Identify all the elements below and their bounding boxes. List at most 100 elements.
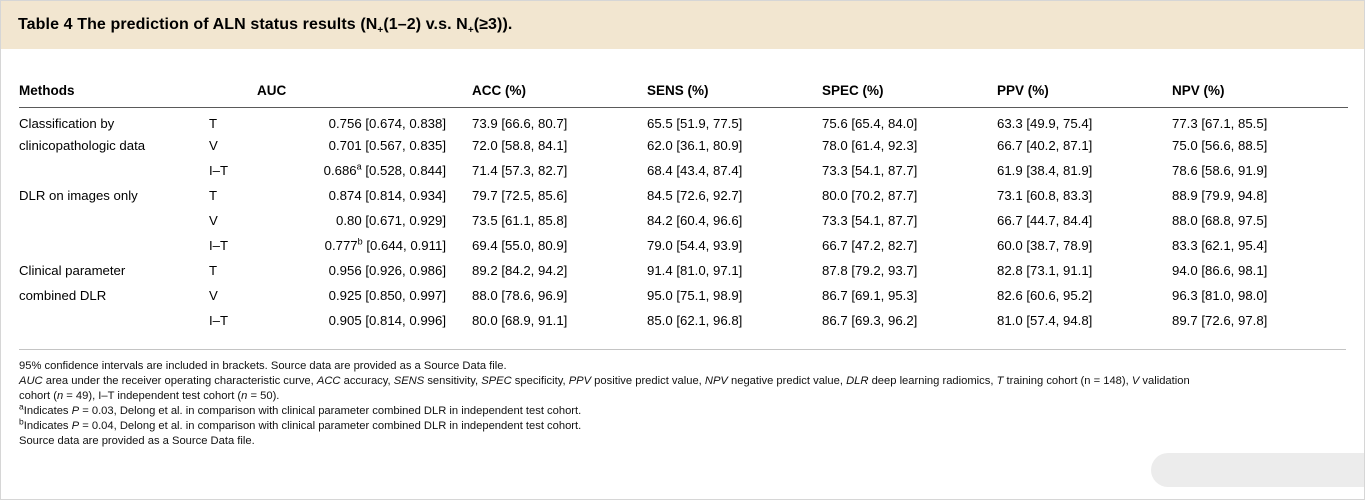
table-cell: 89.2 [84.2, 94.2] [472,262,568,278]
table-cell: 72.0 [58.8, 84.1] [472,137,568,153]
table-row: I–T 0.686a [0.528, 0.844] 71.4 [57.3, 82.7… [19,158,1348,183]
table-cell: T [209,187,218,203]
table-cell: 0.925 [0.850, 0.997] [328,287,446,303]
table-cell: 0.874 [0.814, 0.934] [328,187,446,203]
table-cell: 73.9 [66.6, 80.7] [472,116,568,132]
table-cell: 84.5 [72.6, 92.7] [647,187,743,203]
table-cell: 94.0 [86.6, 98.1] [1172,262,1268,278]
table-cell: clinicopathologic data [19,137,146,153]
table-cell [19,158,209,183]
table-cell: 66.7 [40.2, 87.1] [997,137,1093,153]
table-cell: 0.686a [0.528, 0.844] [323,161,446,178]
table-row: clinicopathologic data V 0.701 [0.567, 0.8… [19,133,1348,158]
table-row: combined DLR V 0.925 [0.850, 0.997] 88.0 [7… [19,283,1348,308]
table-cell: V [209,137,218,153]
column-header: PPV (%) [997,49,1172,108]
column-header: AUC [257,49,472,108]
table-cell: 68.4 [43.4, 87.4] [647,162,743,178]
table-cell: 60.0 [38.7, 78.9] [997,237,1093,253]
table-cell: 66.7 [47.2, 82.7] [822,237,918,253]
table-cell: 79.7 [72.5, 85.6] [472,187,568,203]
table-cell: 88.0 [68.8, 97.5] [1172,212,1268,228]
footnote: AUC area under the receiver operating ch… [19,374,1190,402]
table-cell: V [209,212,218,228]
table-cell: V [209,287,218,303]
table-cell: Clinical parameter [19,262,126,278]
table-row: I–T 0.905 [0.814, 0.996] 80.0 [68.9, 91.1]… [19,308,1348,333]
table-cell: 89.7 [72.6, 97.8] [1172,312,1268,328]
column-header: SENS (%) [647,49,822,108]
table-cell: 73.3 [54.1, 87.7] [822,162,918,178]
table-cell: I–T [209,237,229,253]
table-cell: 73.5 [61.1, 85.8] [472,212,568,228]
table-cell: 0.756 [0.674, 0.838] [328,116,446,132]
footnote: 95% confidence intervals are included in… [19,359,507,372]
table-title-bar: Table 4 The prediction of ALN status res… [1,1,1364,49]
results-table: Methods AUC ACC (%) SENS (%) SPEC (%) PPV (%)… [19,49,1348,333]
table-cell: 86.7 [69.3, 96.2] [822,312,918,328]
footnotes: 95% confidence intervals are included in… [19,348,1346,449]
table-cell: 80.0 [68.9, 91.1] [472,312,568,328]
table-row: Clinical parameter T 0.956 [0.926, 0.986] 8… [19,258,1348,283]
table-cell: 0.80 [0.671, 0.929] [336,212,446,228]
table-cell: 0.956 [0.926, 0.986] [328,262,446,278]
column-header [209,49,257,108]
table-cell: 0.701 [0.567, 0.835] [328,137,446,153]
table-row: I–T 0.777b [0.644, 0.911] 69.4 [55.0, 80.9… [19,233,1348,258]
table-cell: 77.3 [67.1, 85.5] [1172,116,1268,132]
table-cell: 0.777b [0.644, 0.911] [324,236,446,253]
table-row: Classification by T 0.756 [0.674, 0.838] 73… [19,108,1348,133]
table-cell [19,308,209,333]
table-cell: T [209,262,218,278]
table-cell: Classification by [19,116,115,132]
table-cell [19,208,209,233]
table-cell: 78.0 [61.4, 92.3] [822,137,918,153]
table-cell: 63.3 [49.9, 75.4] [997,116,1093,132]
table-cell: 88.0 [78.6, 96.9] [472,287,568,303]
table-cell: 82.8 [73.1, 91.1] [997,262,1093,278]
table-cell: 73.3 [54.1, 87.7] [822,212,918,228]
table-cell: 0.905 [0.814, 0.996] [328,312,446,328]
table-cell: 75.6 [65.4, 84.0] [822,116,918,132]
table-cell: 65.5 [51.9, 77.5] [647,116,743,132]
footnote: Source data are provided as a Source Dat… [19,434,255,447]
table-title: Table 4 The prediction of ALN status res… [18,16,513,37]
table-cell: 87.8 [79.2, 93.7] [822,262,918,278]
column-header: Methods [19,49,209,108]
screenshot-artifact-blob [1151,453,1364,487]
footnote: bIndicates P = 0.04, Delong et al. in co… [19,415,582,432]
table-cell: 79.0 [54.4, 93.9] [647,237,743,253]
table-body: Classification by T 0.756 [0.674, 0.838] 73… [19,108,1348,333]
table-cell [19,233,209,258]
table-cell: DLR on images only [19,187,138,203]
table-cell: 95.0 [75.1, 98.9] [647,287,743,303]
footnote: aIndicates P = 0.03, Delong et al. in co… [19,400,582,417]
table-cell: 91.4 [81.0, 97.1] [647,262,743,278]
table-cell: 61.9 [38.4, 81.9] [997,162,1093,178]
table-cell: 69.4 [55.0, 80.9] [472,237,568,253]
column-header: ACC (%) [472,49,647,108]
table-cell: 80.0 [70.2, 87.7] [822,187,918,203]
table-row: V 0.80 [0.671, 0.929] 73.5 [61.1, 85.8] 84.… [19,208,1348,233]
table-cell: 73.1 [60.8, 83.3] [997,187,1093,203]
table-cell: 81.0 [57.4, 94.8] [997,312,1093,328]
table-cell: 71.4 [57.3, 82.7] [472,162,568,178]
table-cell: 83.3 [62.1, 95.4] [1172,237,1268,253]
table-cell: 96.3 [81.0, 98.0] [1172,287,1268,303]
table-row: DLR on images only T 0.874 [0.814, 0.934] 7… [19,183,1348,208]
table-cell: 85.0 [62.1, 96.8] [647,312,743,328]
table-cell: 78.6 [58.6, 91.9] [1172,162,1268,178]
table-cell: 75.0 [56.6, 88.5] [1172,137,1268,153]
column-header: SPEC (%) [822,49,997,108]
table-cell: 88.9 [79.9, 94.8] [1172,187,1268,203]
table-cell: I–T [209,312,229,328]
table-cell: 62.0 [36.1, 80.9] [647,137,743,153]
column-header: NPV (%) [1172,49,1348,108]
table-cell: combined DLR [19,287,107,303]
table-cell: T [209,116,218,132]
table-cell: 82.6 [60.6, 95.2] [997,287,1093,303]
header-row: Methods AUC ACC (%) SENS (%) SPEC (%) PPV (%)… [19,49,1348,108]
table-cell: 86.7 [69.1, 95.3] [822,287,918,303]
table-cell: 84.2 [60.4, 96.6] [647,212,743,228]
